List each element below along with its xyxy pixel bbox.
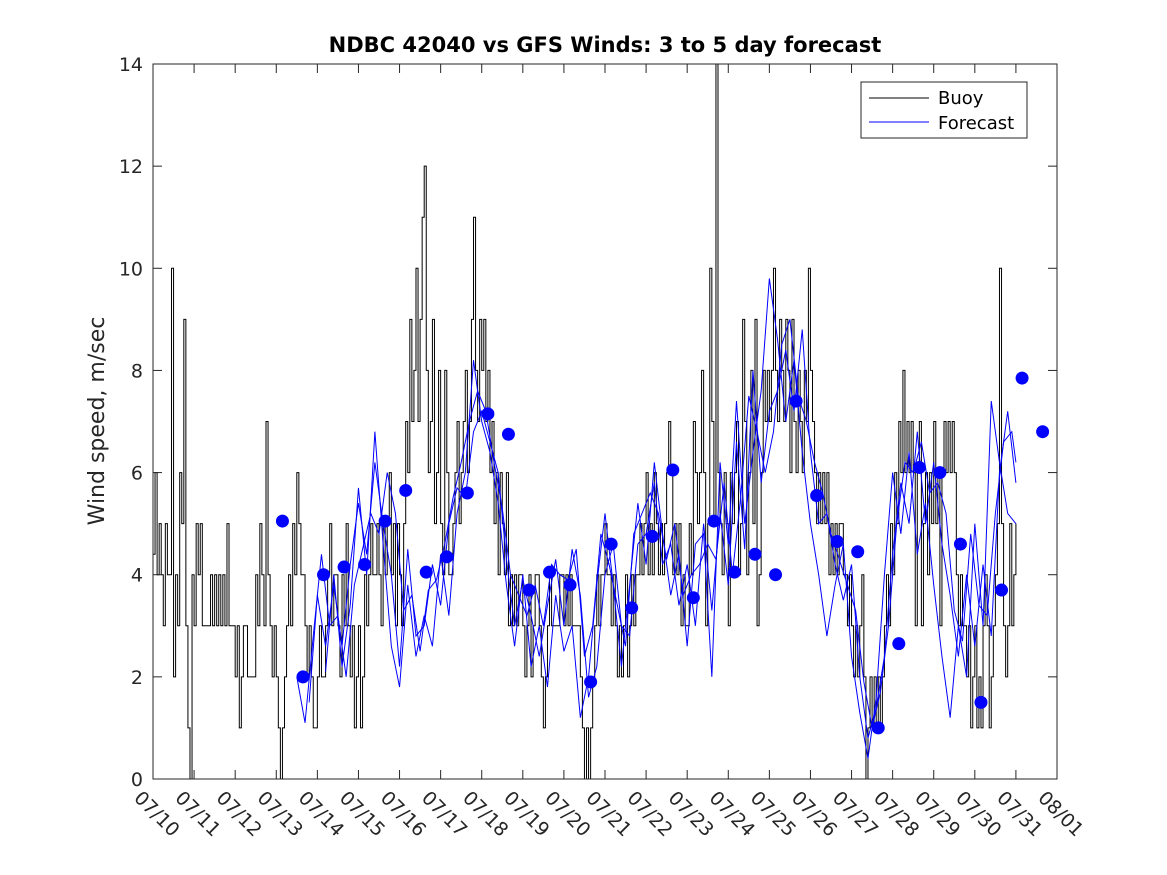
forecast-marker xyxy=(358,558,372,571)
forecast-marker xyxy=(563,578,577,592)
forecast-marker xyxy=(317,568,331,582)
forecast-marker xyxy=(1036,425,1050,439)
forecast-marker xyxy=(871,721,885,735)
legend-buoy-label: Buoy xyxy=(938,88,984,109)
forecast-marker xyxy=(399,483,413,497)
forecast-marker xyxy=(707,514,721,528)
chart-title: NDBC 42040 vs GFS Winds: 3 to 5 day fore… xyxy=(329,33,882,57)
forecast-marker xyxy=(912,460,926,474)
forecast-marker xyxy=(378,514,392,528)
forecast-marker xyxy=(440,550,454,564)
legend: Buoy Forecast xyxy=(860,81,1028,139)
forecast-series-line-1 xyxy=(296,319,1017,729)
forecast-marker xyxy=(851,545,865,559)
y-tick-label: 4 xyxy=(131,565,143,587)
y-tick-label: 8 xyxy=(131,360,143,382)
y-tick-label: 12 xyxy=(119,156,143,178)
forecast-marker xyxy=(275,514,289,528)
plot-area xyxy=(153,64,1050,779)
forecast-marker xyxy=(789,394,803,408)
forecast-marker xyxy=(543,565,557,579)
forecast-marker xyxy=(953,537,967,551)
forecast-marker xyxy=(974,695,988,709)
forecast-marker xyxy=(522,583,536,597)
forecast-marker xyxy=(810,489,824,503)
y-tick-label: 10 xyxy=(119,258,143,280)
forecast-marker xyxy=(645,529,659,543)
forecast-marker xyxy=(1015,371,1029,385)
forecast-marker xyxy=(296,670,310,684)
y-tick-label: 2 xyxy=(131,667,143,689)
forecast-marker xyxy=(769,568,783,582)
y-tick-label: 6 xyxy=(131,463,143,485)
forecast-marker xyxy=(604,537,618,551)
forecast-marker xyxy=(933,466,947,480)
y-tick-label: 14 xyxy=(119,54,143,76)
forecast-marker xyxy=(419,565,433,579)
y-tick-label: 0 xyxy=(131,769,143,791)
forecast-marker xyxy=(727,565,741,579)
forecast-marker xyxy=(666,463,680,477)
legend-forecast-label: Forecast xyxy=(938,113,1014,134)
forecast-marker xyxy=(892,637,906,651)
forecast-marker xyxy=(584,675,598,689)
forecast-series-line-3 xyxy=(325,278,1017,759)
forecast-marker xyxy=(748,547,762,561)
forecast-marker xyxy=(481,407,495,421)
buoy-series-line xyxy=(153,64,1017,779)
y-axis-label: Wind speed, m/sec xyxy=(85,317,110,526)
forecast-marker xyxy=(830,535,844,549)
forecast-marker xyxy=(460,486,474,500)
forecast-marker xyxy=(995,583,1009,597)
forecast-series-line-2 xyxy=(308,329,1017,739)
forecast-marker xyxy=(501,427,515,441)
forecast-marker xyxy=(337,560,351,574)
forecast-marker xyxy=(625,601,639,615)
axes xyxy=(152,63,1058,780)
legend-box xyxy=(860,81,1028,139)
forecast-marker xyxy=(686,591,700,605)
